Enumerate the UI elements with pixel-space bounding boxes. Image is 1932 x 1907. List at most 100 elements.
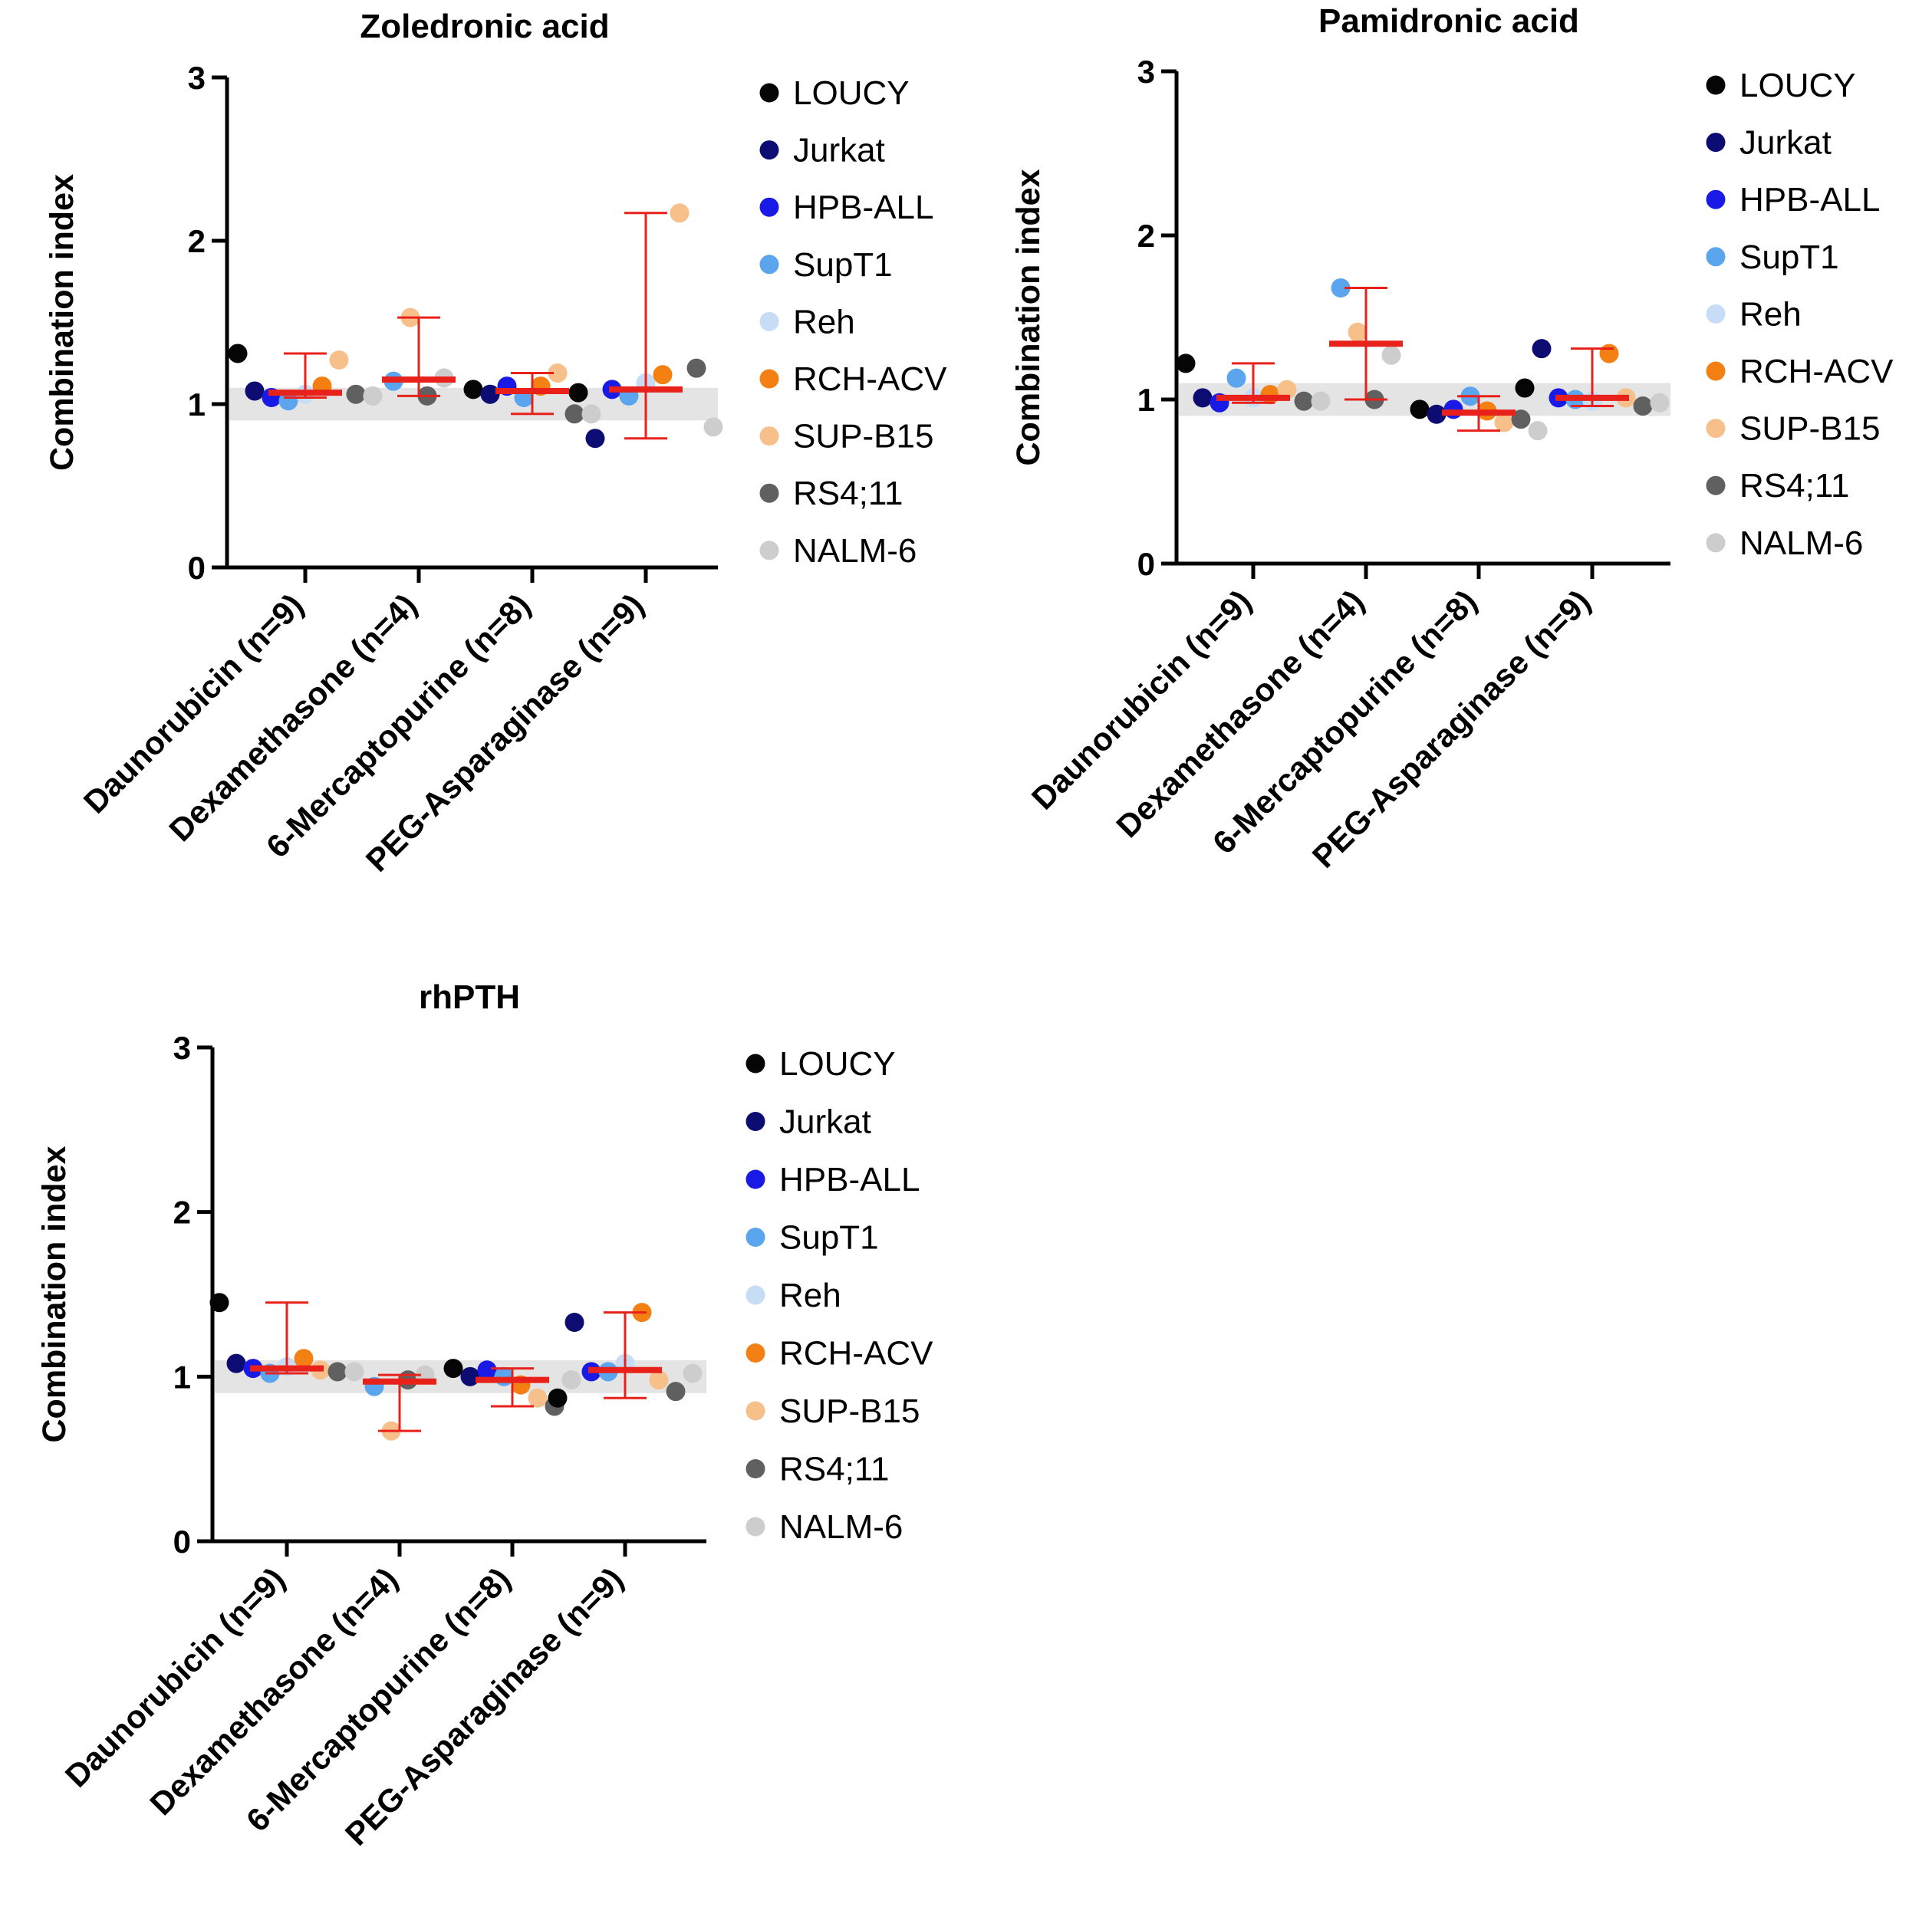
legend-label: SupT1 xyxy=(779,1219,879,1257)
data-point xyxy=(585,429,605,449)
data-point xyxy=(480,384,500,404)
chart-title: Zoledronic acid xyxy=(360,8,609,45)
legend-marker xyxy=(759,140,779,160)
x-tick-label: Daunorubicin (n=9) xyxy=(77,587,311,820)
data-point xyxy=(346,384,366,404)
legend-label: Reh xyxy=(779,1277,841,1314)
legend-marker xyxy=(745,1169,765,1189)
y-axis-label: Combination index xyxy=(1010,169,1047,465)
legend-label: Jurkat xyxy=(1739,124,1832,162)
x-tick-label: Daunorubicin (n=9) xyxy=(1025,583,1259,817)
legend-label: HPB-ALL xyxy=(1739,181,1880,219)
y-tick-label: 0 xyxy=(188,550,206,586)
data-point xyxy=(1599,344,1619,363)
data-point xyxy=(327,1362,347,1382)
legend-label: RS4;11 xyxy=(779,1451,890,1488)
data-point xyxy=(1176,353,1196,373)
data-point xyxy=(686,358,706,378)
data-point xyxy=(363,386,383,406)
data-point xyxy=(329,350,349,370)
legend-label: Jurkat xyxy=(779,1103,871,1141)
legend-label: LOUCY xyxy=(1739,67,1856,104)
legend-marker xyxy=(759,369,779,389)
legend-marker xyxy=(1706,304,1726,324)
y-tick-label: 1 xyxy=(188,386,206,422)
y-axis-label: Combination index xyxy=(44,174,81,471)
data-point xyxy=(1348,322,1368,342)
data-point xyxy=(463,380,483,399)
legend-marker xyxy=(1706,533,1726,553)
legend-label: NALM-6 xyxy=(779,1508,903,1546)
data-point xyxy=(683,1363,703,1383)
legend-label: LOUCY xyxy=(793,74,910,112)
data-point xyxy=(228,344,248,363)
data-point xyxy=(568,383,588,403)
legend-marker xyxy=(1706,189,1726,209)
legend-marker xyxy=(745,1054,765,1074)
data-point xyxy=(1277,380,1297,399)
chart-title: rhPTH xyxy=(419,978,520,1016)
legend-marker xyxy=(1706,419,1726,439)
legend-marker xyxy=(745,1343,765,1363)
data-point xyxy=(564,404,584,424)
legend-marker xyxy=(759,255,779,275)
data-point xyxy=(581,404,601,424)
legend-label: RCH-ACV xyxy=(1739,353,1894,390)
legend-label: RCH-ACV xyxy=(793,360,947,398)
legend-marker xyxy=(745,1401,765,1421)
data-point xyxy=(528,1388,548,1408)
data-point xyxy=(548,1388,568,1408)
data-point xyxy=(494,1366,514,1386)
data-point xyxy=(1532,339,1552,359)
chart-panel-1: Zoledronic acid Combination index 0 1 2 3 Daun… xyxy=(44,8,947,879)
y-tick-label: 0 xyxy=(173,1524,191,1560)
data-point xyxy=(278,391,298,411)
legend-label: Reh xyxy=(793,303,855,340)
legend-label: Reh xyxy=(1739,295,1802,333)
legend-marker xyxy=(1706,247,1726,267)
data-point xyxy=(344,1362,364,1382)
data-point xyxy=(443,1359,463,1379)
legend-label: RCH-ACV xyxy=(779,1335,933,1373)
data-point xyxy=(1193,388,1213,408)
legend-label: HPB-ALL xyxy=(793,189,933,226)
legend-label: HPB-ALL xyxy=(779,1161,920,1198)
legend-marker xyxy=(745,1517,765,1537)
data-point xyxy=(1331,278,1351,298)
data-point xyxy=(1410,399,1430,419)
chart-panel-2: Pamidronic acid Combination index 0 1 2 3 Daun… xyxy=(1010,2,1894,875)
legend-label: Jurkat xyxy=(793,132,885,169)
chart-title: Pamidronic acid xyxy=(1318,2,1579,40)
legend-label: SupT1 xyxy=(1739,238,1839,276)
legend-marker xyxy=(745,1228,765,1247)
y-axis-label: Combination index xyxy=(36,1146,73,1442)
data-point xyxy=(226,1353,246,1373)
data-point xyxy=(1650,393,1670,413)
data-point xyxy=(1311,391,1331,411)
legend-label: SUP-B15 xyxy=(779,1392,920,1430)
y-tick-label: 3 xyxy=(188,60,206,96)
data-point xyxy=(1427,404,1447,424)
data-point xyxy=(1633,396,1653,416)
legend-marker xyxy=(1706,361,1726,381)
legend-label: RS4;11 xyxy=(1739,467,1850,505)
legend-label: NALM-6 xyxy=(793,532,917,570)
y-tick-label: 2 xyxy=(188,223,206,259)
legend-marker xyxy=(1706,75,1726,95)
chart-panel-3: rhPTH Combination index 0 1 2 3 Daunorubicin (… xyxy=(36,978,933,1853)
legend-label: SUP-B15 xyxy=(1739,410,1880,448)
legend-marker xyxy=(759,197,779,217)
data-point xyxy=(561,1370,581,1390)
legend-marker xyxy=(1706,133,1726,153)
data-point xyxy=(670,203,690,223)
data-point xyxy=(703,417,723,437)
data-point xyxy=(1294,391,1314,411)
data-point xyxy=(460,1366,480,1386)
legend-marker xyxy=(759,541,779,561)
y-tick-label: 2 xyxy=(173,1195,191,1231)
y-tick-label: 0 xyxy=(1137,546,1155,582)
legend-marker xyxy=(759,83,779,103)
data-point xyxy=(1260,385,1280,405)
data-point xyxy=(477,1360,497,1380)
